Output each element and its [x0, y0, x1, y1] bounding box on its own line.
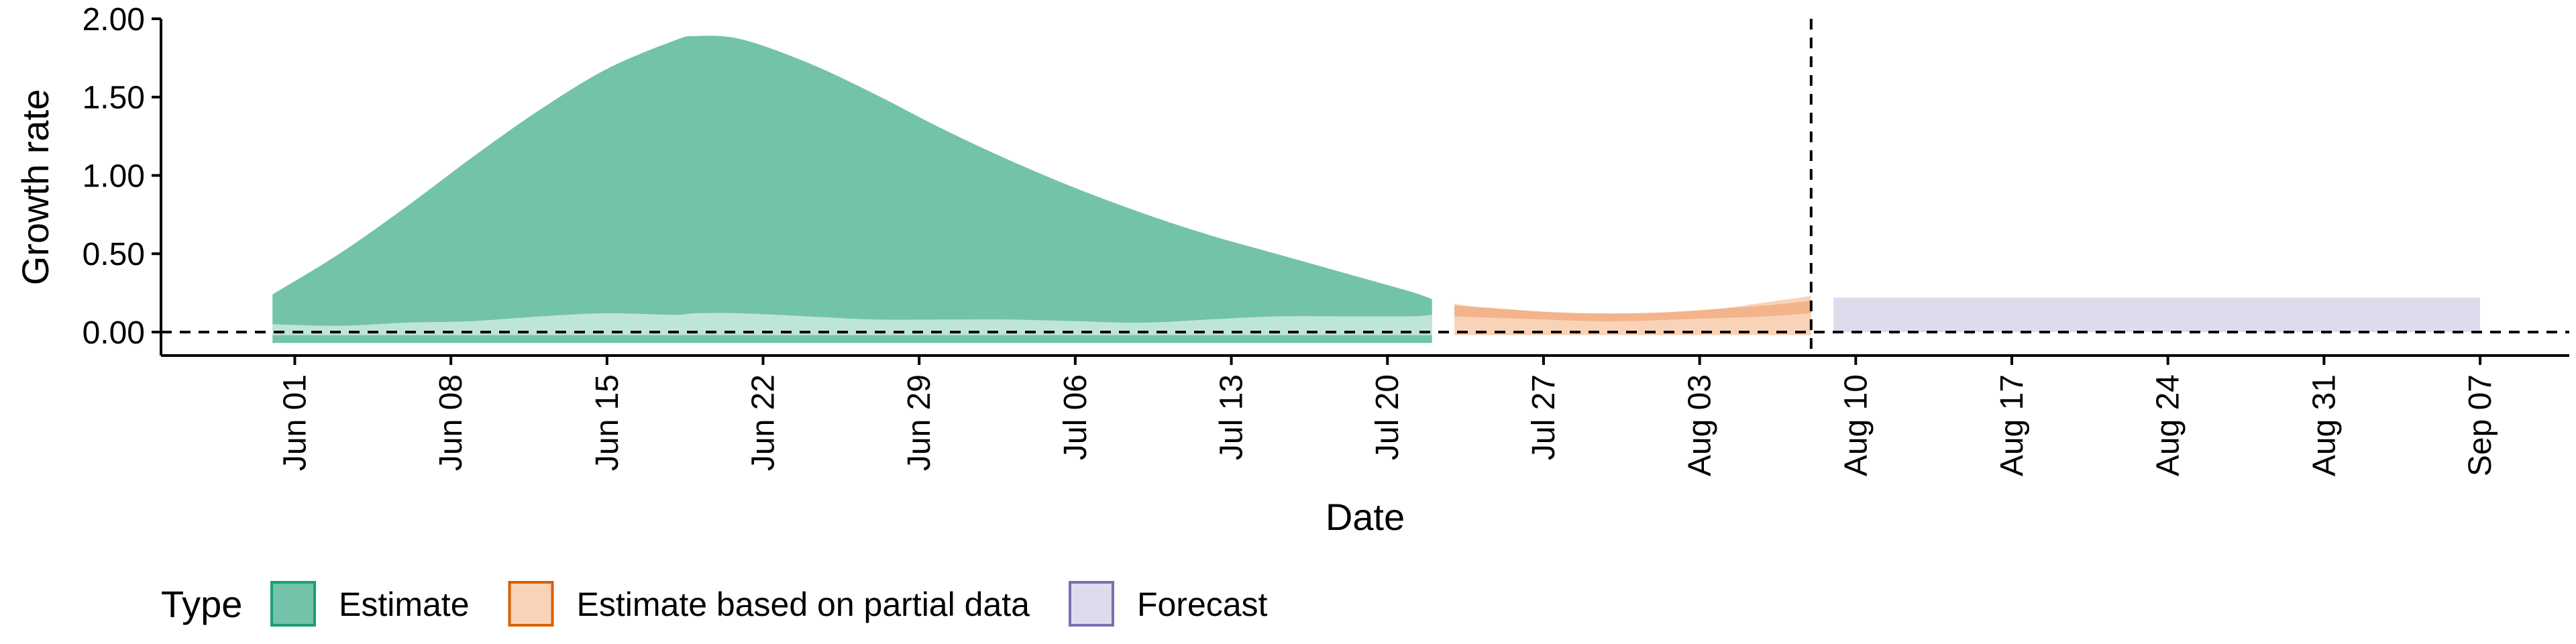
y-tick-label: 1.00 — [83, 158, 145, 194]
x-tick-label: Sep 07 — [2463, 374, 2498, 476]
reference-lines — [161, 19, 2569, 356]
x-tick-label: Jul 27 — [1526, 374, 1562, 460]
x-tick-label: Jul 06 — [1058, 374, 1093, 460]
x-tick-label: Jun 01 — [277, 374, 313, 471]
ribbon-inner-estimate — [272, 313, 1432, 335]
legend-swatch-estimate-based-on-partial-data — [508, 581, 554, 627]
ribbon-inner-estimate-based-on-partial-data — [1454, 301, 1811, 321]
y-tick-label: 0.00 — [83, 315, 145, 351]
x-tick-label: Aug 17 — [1994, 374, 2030, 476]
x-tick-label: Jun 29 — [902, 374, 937, 471]
ribbon-layer — [272, 36, 2480, 343]
legend-label-estimate: Estimate — [339, 586, 470, 623]
ribbon-estimate — [272, 36, 1432, 343]
x-tick-label: Aug 10 — [1838, 374, 1874, 476]
legend-label-forecast: Forecast — [1137, 586, 1268, 623]
legend-swatch-forecast — [1068, 581, 1114, 627]
legend-label-estimate-based-on-partial-data: Estimate based on partial data — [577, 586, 1030, 623]
x-tick-label: Aug 24 — [2151, 374, 2186, 476]
ribbon-forecast — [1833, 297, 2480, 332]
legend-swatch-estimate — [270, 581, 316, 627]
y-tick-label: 2.00 — [83, 2, 145, 38]
legend-title: Type — [161, 583, 242, 625]
x-tick-label: Jun 15 — [590, 374, 625, 471]
x-tick-label: Aug 03 — [1682, 374, 1718, 476]
ribbon-estimate-based-on-partial-data — [1454, 296, 1811, 335]
x-tick-label: Aug 31 — [2306, 374, 2342, 476]
y-tick-label: 0.50 — [83, 237, 145, 272]
x-tick-label: Jul 13 — [1214, 374, 1250, 460]
y-axis-title: Growth rate — [14, 89, 56, 286]
x-axis-title: Date — [1326, 496, 1405, 538]
x-tick-label: Jul 20 — [1370, 374, 1405, 460]
axes: 0.00 0.50 1.00 1.50 2.00 Jun 01 Jun 08 Jun 15 Ju… — [14, 2, 2569, 538]
legend: Type Estimate Estimate based on partial da… — [161, 581, 1268, 627]
y-tick-label: 1.50 — [83, 80, 145, 116]
x-tick-label: Jun 08 — [433, 374, 469, 471]
x-tick-label: Jun 22 — [746, 374, 782, 471]
